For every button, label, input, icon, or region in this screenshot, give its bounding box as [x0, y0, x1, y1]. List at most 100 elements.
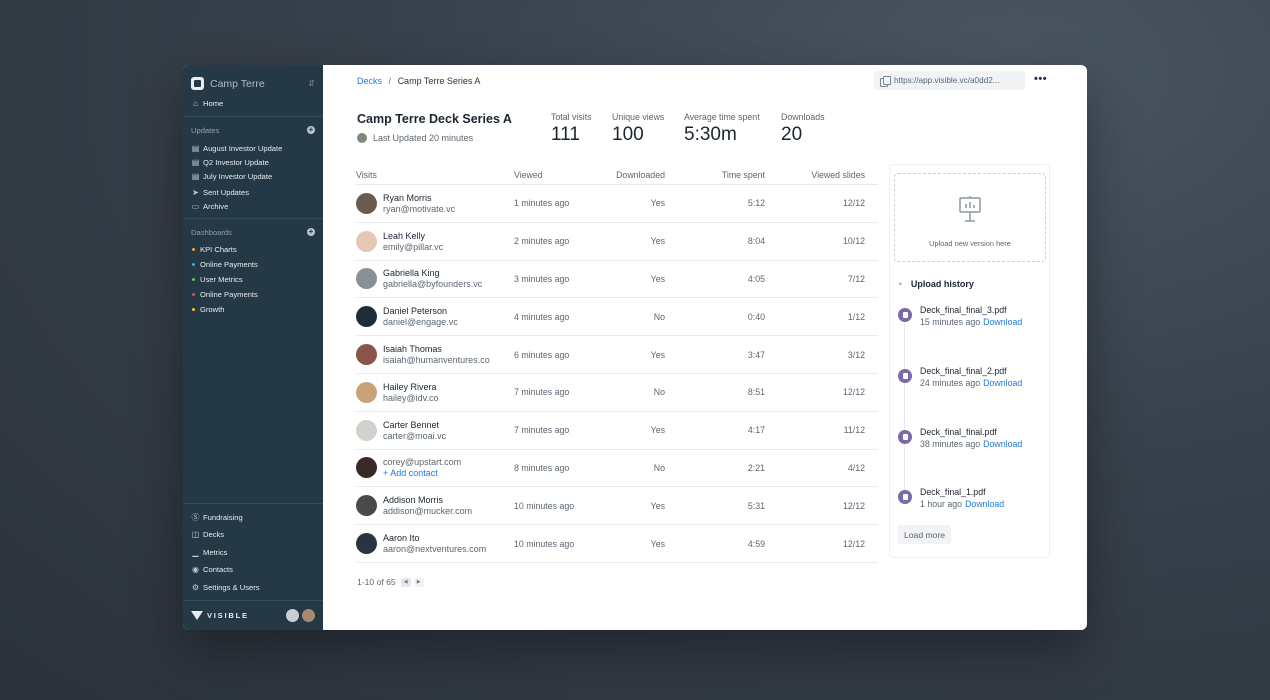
- viewed-cell: 3 minutes ago: [514, 273, 570, 284]
- chevron-right-icon: ▶: [899, 281, 903, 287]
- time-spent-cell: 8:51: [747, 387, 765, 398]
- visitor-email: hailey@idv.co: [383, 392, 439, 403]
- time-spent-cell: 4:05: [747, 273, 765, 284]
- upload-history-toggle[interactable]: ▶ Upload history: [899, 279, 974, 289]
- visitor-email: emily@pillar.vc: [383, 241, 444, 252]
- doc-icon: ▤: [191, 143, 200, 153]
- visitor-name: Daniel Peterson: [383, 306, 448, 317]
- column-header-time-spent[interactable]: Time spent: [721, 169, 765, 180]
- history-filename: Deck_final_final_3.pdf: [920, 305, 1007, 315]
- sidebar-item-label: Metrics: [203, 547, 228, 557]
- history-time: 38 minutes ago: [920, 439, 981, 449]
- viewed-slides-cell: 11/12: [843, 425, 865, 436]
- sidebar-item-user-metrics[interactable]: User Metrics: [183, 272, 323, 286]
- presentation-icon: ◫: [191, 530, 200, 540]
- user-avatar[interactable]: [302, 609, 315, 622]
- table-row[interactable]: Daniel Peterson daniel@engage.vc 4 minute…: [356, 298, 878, 337]
- sidebar-item-home[interactable]: ⌂ Home: [183, 96, 323, 111]
- sidebar-item-online-payments-2[interactable]: Online Payments: [183, 287, 323, 301]
- column-header-viewed-slides[interactable]: Viewed slides: [811, 169, 865, 180]
- main-content: Decks / Camp Terre Series A https://app.…: [323, 65, 1087, 630]
- table-row[interactable]: Carter Bennet carter@moai.vc 7 minutes ag…: [356, 412, 878, 450]
- sidebar-item-contacts[interactable]: ◉ Contacts: [183, 561, 323, 579]
- load-more-button[interactable]: Load more: [898, 525, 952, 544]
- downloaded-cell: Yes: [650, 425, 665, 436]
- viewed-slides-cell: 12/12: [842, 500, 865, 511]
- breadcrumb-current: Camp Terre Series A: [397, 76, 481, 86]
- file-icon: [898, 369, 912, 383]
- time-spent-cell: 5:31: [747, 500, 765, 511]
- next-page-icon[interactable]: ▶: [413, 577, 424, 587]
- download-link[interactable]: Download: [965, 499, 1005, 509]
- dollar-icon: Ⓢ: [191, 512, 200, 522]
- table-row[interactable]: Addison Morris addison@mucker.com 10 minu…: [356, 487, 878, 526]
- stat-label: Average time spent: [684, 112, 760, 122]
- upload-dropzone[interactable]: Upload new version here: [894, 173, 1046, 262]
- status-dot-icon: [192, 277, 195, 281]
- time-spent-cell: 4:17: [747, 425, 765, 436]
- time-spent-cell: 0:40: [747, 311, 765, 322]
- column-header-visits[interactable]: Visits: [356, 169, 377, 180]
- column-header-downloaded[interactable]: Downloaded: [616, 169, 665, 180]
- avatar: [357, 133, 367, 143]
- stat-value: 100: [612, 124, 644, 145]
- sidebar-item-label: Decks: [203, 530, 225, 540]
- stat-label: Total visits: [551, 112, 592, 122]
- column-header-viewed[interactable]: Viewed: [514, 169, 543, 180]
- share-url-field[interactable]: https://app.visible.vc/a0dd2...: [874, 71, 1025, 90]
- presentation-icon: [959, 196, 981, 222]
- avatar: [356, 419, 377, 441]
- brand-logo: VISIBLE: [191, 611, 283, 620]
- sidebar-item-decks[interactable]: ◫ Decks: [183, 526, 323, 544]
- upload-history-title: Upload history: [910, 279, 974, 289]
- add-update-icon[interactable]: +: [307, 125, 315, 134]
- sidebar-item-fundraising[interactable]: Ⓢ Fundraising: [183, 509, 323, 527]
- time-spent-cell: 5:12: [747, 198, 765, 209]
- sidebar-item-settings[interactable]: ⚙ Settings & Users: [183, 579, 323, 597]
- download-link[interactable]: Download: [983, 317, 1023, 327]
- chart-icon: ▁: [192, 547, 199, 557]
- sidebar-item-metrics[interactable]: ▁ Metrics: [183, 544, 323, 562]
- visitor-name: Hailey Rivera: [383, 381, 437, 392]
- sidebar-item-growth[interactable]: Growth: [183, 302, 323, 316]
- breadcrumb-link-decks[interactable]: Decks: [357, 76, 383, 86]
- workspace-switcher[interactable]: Camp Terre ⇵: [183, 65, 323, 96]
- add-contact-link[interactable]: + Add contact: [383, 468, 438, 479]
- sidebar-item-sent-updates[interactable]: ➤ Sent Updates: [183, 185, 323, 199]
- sidebar-item-q2-update[interactable]: ▤ Q2 Investor Update: [183, 155, 323, 169]
- visitor-name: Leah Kelly: [383, 230, 426, 241]
- notification-avatar[interactable]: [286, 609, 299, 622]
- stat-label: Unique views: [612, 112, 665, 122]
- sidebar-item-august-update[interactable]: ▤ August Investor Update: [183, 141, 323, 155]
- sidebar-item-label: Archive: [203, 201, 229, 211]
- visitor-name: Ryan Morris: [383, 192, 432, 203]
- viewed-slides-cell: 7/12: [847, 273, 865, 284]
- downloaded-cell: No: [653, 462, 665, 473]
- viewed-slides-cell: 1/12: [847, 311, 865, 322]
- sidebar-item-label: Online Payments: [200, 289, 258, 299]
- table-row[interactable]: Ryan Morris ryan@motivate.vc 1 minutes ag…: [356, 185, 878, 223]
- table-row[interactable]: Leah Kelly emily@pillar.vc 2 minutes ago …: [356, 223, 878, 261]
- sidebar-item-online-payments[interactable]: Online Payments: [183, 257, 323, 271]
- table-row[interactable]: corey@upstart.com + Add contact 8 minutes…: [356, 450, 878, 488]
- download-link[interactable]: Download: [983, 439, 1023, 449]
- sidebar-item-july-update[interactable]: ▤ July Investor Update: [183, 169, 323, 183]
- sidebar-item-kpi-charts[interactable]: KPI Charts: [183, 242, 323, 256]
- prev-page-icon[interactable]: ◀: [400, 577, 411, 587]
- history-item: Deck_final_1.pdf 1 hour ago Download: [898, 487, 1004, 509]
- sidebar-item-archive[interactable]: ▭ Archive: [183, 199, 323, 213]
- table-row[interactable]: Hailey Rivera hailey@idv.co 7 minutes ago…: [356, 374, 878, 412]
- add-dashboard-icon[interactable]: +: [307, 227, 315, 236]
- copy-icon[interactable]: [880, 75, 891, 87]
- home-icon: ⌂: [193, 99, 198, 108]
- download-link[interactable]: Download: [983, 378, 1023, 388]
- breadcrumb: Decks / Camp Terre Series A: [357, 76, 480, 86]
- table-row[interactable]: Isaiah Thomas isaiah@humanventures.co 6 m…: [356, 336, 878, 374]
- table-row[interactable]: Gabriella King gabriella@byfounders.vc 3 …: [356, 261, 878, 299]
- status-dot-icon: [192, 262, 195, 266]
- table-row[interactable]: Aaron Ito aaron@nextventures.com 10 minut…: [356, 525, 878, 563]
- viewed-cell: 4 minutes ago: [514, 311, 570, 322]
- more-options-icon[interactable]: •••: [1034, 73, 1048, 85]
- contacts-icon: ◉: [192, 565, 199, 575]
- divider: [183, 116, 323, 117]
